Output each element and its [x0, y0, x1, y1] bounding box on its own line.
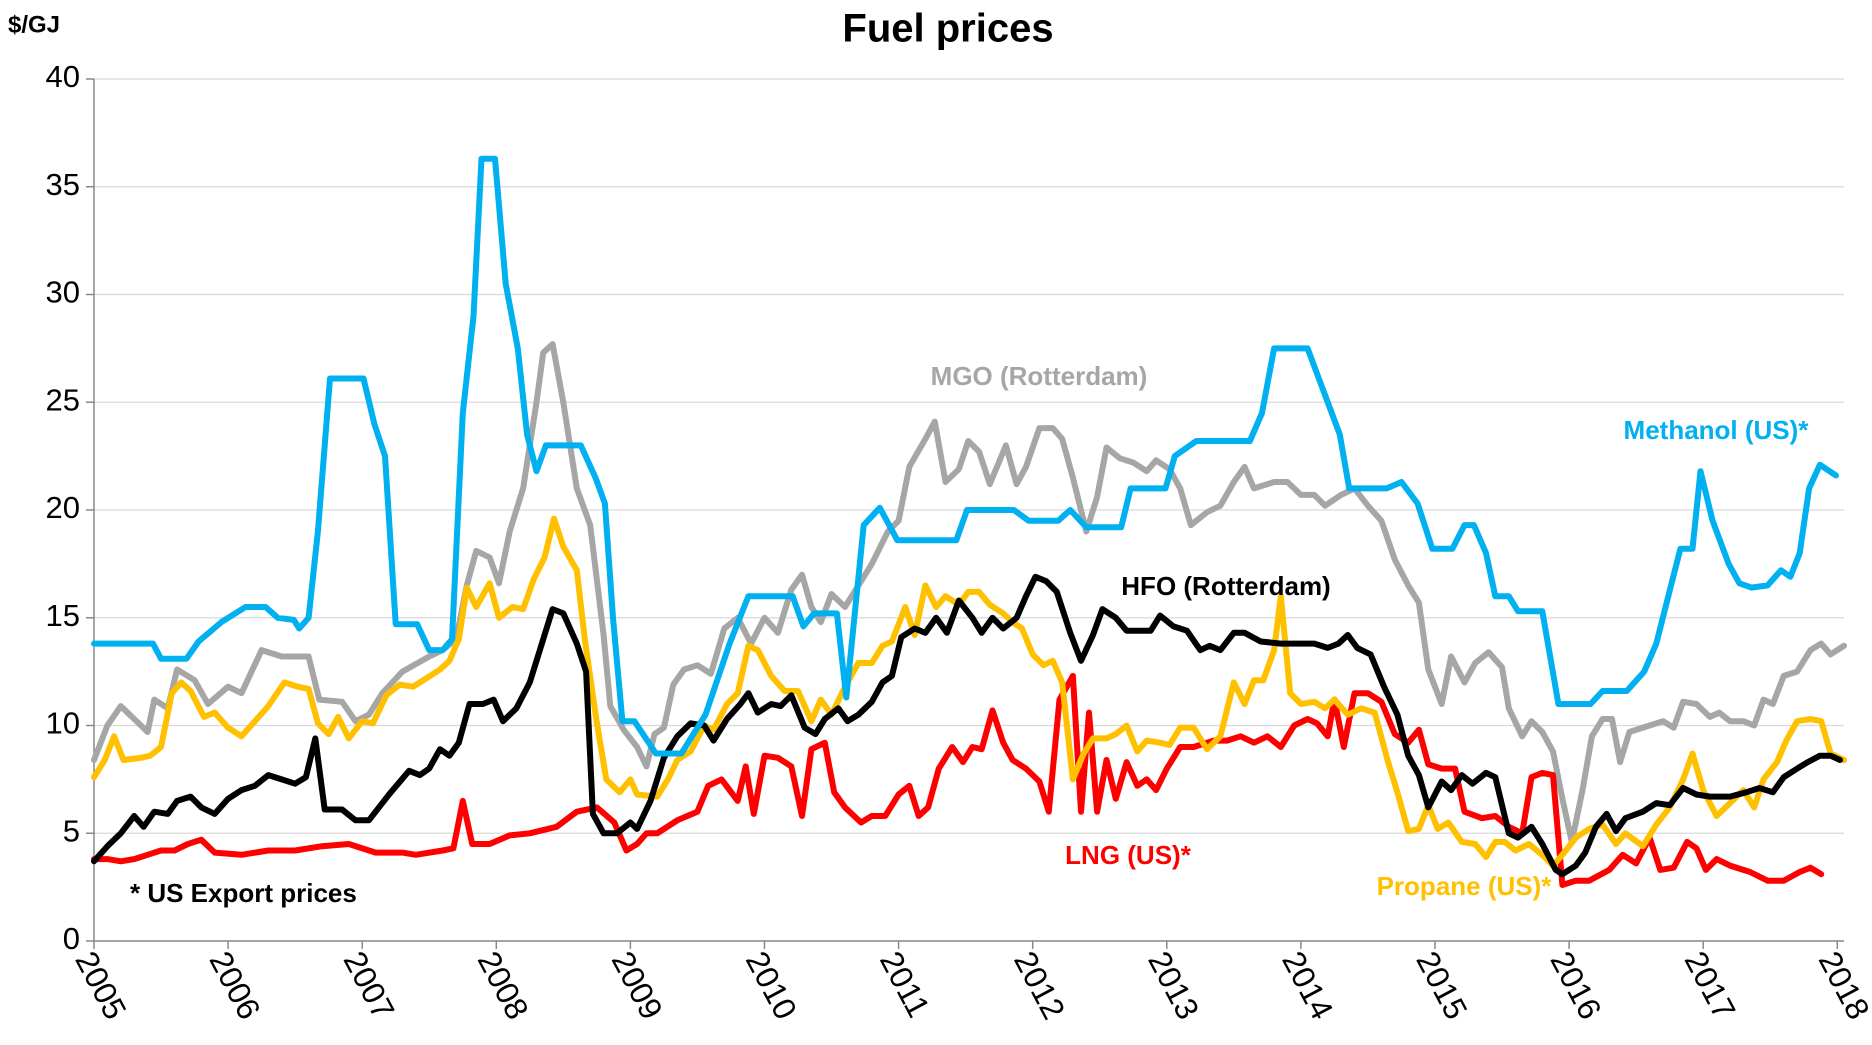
y-tick-label: 35: [46, 167, 80, 202]
x-tick-label: 2015: [1409, 945, 1474, 1025]
series-label: Propane (US)*: [1377, 871, 1553, 901]
y-tick-label: 15: [46, 598, 80, 633]
annotation: * US Export prices: [130, 878, 357, 908]
x-tick-label: 2006: [202, 945, 267, 1025]
y-tick-label: 40: [46, 59, 80, 94]
x-tick-label: 2008: [471, 945, 536, 1025]
x-tick-label: 2016: [1543, 945, 1608, 1025]
y-tick-label: 25: [46, 382, 80, 417]
series-line: [91, 515, 1847, 869]
y-tick-label: 0: [63, 921, 80, 956]
series-label: MGO (Rotterdam): [931, 361, 1148, 391]
x-tick-label: 2010: [739, 945, 804, 1025]
y-axis-label: $/GJ: [8, 11, 60, 38]
chart-title: Fuel prices: [842, 7, 1053, 51]
labels: MGO (Rotterdam) LNG (US)* Propane (US)* HFO…: [130, 361, 1809, 908]
y-tick-label: 20: [46, 490, 80, 525]
x-tick-label: 2012: [1007, 945, 1072, 1025]
x-tick-label: 2017: [1678, 945, 1743, 1025]
y-tick-label: 10: [46, 706, 80, 741]
x-tick-label: 2013: [1141, 945, 1206, 1025]
series-label: LNG (US)*: [1065, 840, 1192, 870]
lines: [91, 155, 1847, 888]
x-tick-label: 2007: [337, 945, 402, 1025]
series-label: HFO (Rotterdam): [1121, 571, 1330, 601]
x-tick-label: 2009: [605, 945, 670, 1025]
series-line: [91, 573, 1843, 878]
y-tick-label: 30: [46, 275, 80, 310]
x-tick-label: 2005: [68, 945, 133, 1025]
x-tick-label: 2014: [1275, 945, 1340, 1025]
series-label: Methanol (US)*: [1624, 415, 1810, 445]
series-line: [91, 155, 1839, 757]
x-tick-label: 2018: [1812, 945, 1872, 1025]
series-line: [91, 672, 1825, 888]
x-tick-label: 2011: [873, 945, 937, 1023]
y-tick-label: 5: [63, 813, 80, 848]
